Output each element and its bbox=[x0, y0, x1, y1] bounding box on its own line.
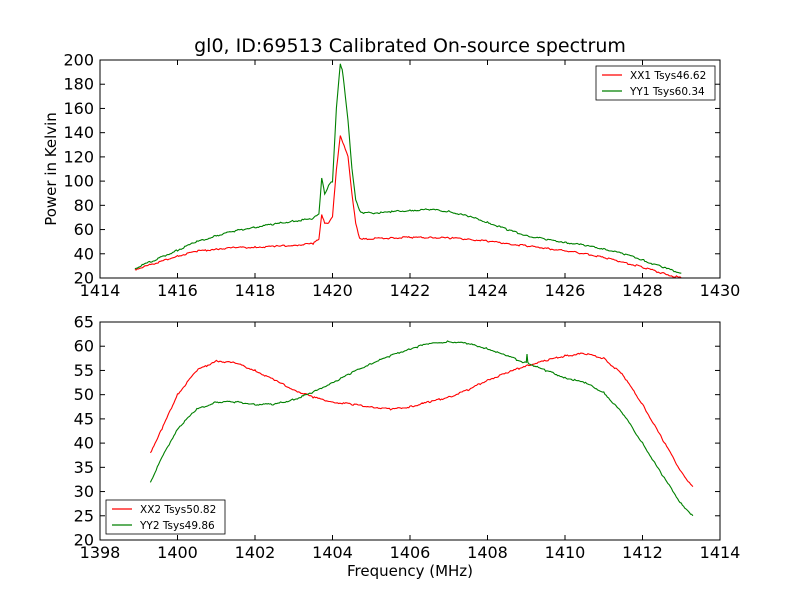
series-line-2 bbox=[149, 340, 694, 517]
chart-title: gl0, ID:69513 Calibrated On-source spect… bbox=[194, 35, 626, 57]
y-tick-label: 60 bbox=[74, 220, 94, 239]
chart-panel-2: 1398 1400 1402 1404 1406 1408 1410 1412 1414 20 25… bbox=[74, 313, 741, 581]
y-tick-label: 160 bbox=[63, 99, 94, 118]
x-tick-label: 1414 bbox=[700, 543, 741, 562]
chart-panel-1: 1414 1416 1418 1420 1422 1424 1426 1428 1430 20 40… bbox=[42, 35, 740, 300]
x-tick-label: 1404 bbox=[312, 543, 353, 562]
x-tick-label: 1430 bbox=[700, 281, 741, 300]
legend-entry: YY1 Tsys60.34 bbox=[629, 86, 705, 98]
x-tick-label: 1410 bbox=[545, 543, 586, 562]
x-axis-label: Frequency (MHz) bbox=[347, 562, 473, 580]
x-tick-label: 1398 bbox=[80, 543, 121, 562]
series-group bbox=[149, 340, 694, 517]
legend-entry: XX2 Tsys50.82 bbox=[140, 504, 216, 516]
x-tick-label: 1424 bbox=[467, 281, 508, 300]
y-tick-label: 140 bbox=[63, 123, 94, 142]
series-line-1 bbox=[149, 352, 694, 488]
y-tick-label: 60 bbox=[74, 337, 94, 356]
y-tick-label: 180 bbox=[63, 75, 94, 94]
legend: XX1 Tsys46.62 YY1 Tsys60.34 bbox=[595, 65, 716, 101]
y-tick-label: 100 bbox=[63, 172, 94, 191]
y-tick-label: 20 bbox=[74, 269, 94, 288]
legend-entry: YY2 Tsys49.86 bbox=[139, 520, 215, 532]
legend-box bbox=[105, 499, 226, 535]
y-tick-label: 200 bbox=[63, 51, 94, 70]
x-tick-label: 1414 bbox=[80, 281, 121, 300]
x-tick-label: 1428 bbox=[622, 281, 663, 300]
y-tick-label: 40 bbox=[74, 244, 94, 263]
x-tick-label: 1402 bbox=[235, 543, 276, 562]
y-tick-label: 80 bbox=[74, 196, 94, 215]
x-tick-label: 1408 bbox=[467, 543, 508, 562]
series-line-1 bbox=[134, 135, 682, 279]
y-axis-label: Power in Kelvin bbox=[42, 112, 60, 226]
x-tick-label: 1400 bbox=[157, 543, 198, 562]
x-tick-label: 1416 bbox=[157, 281, 198, 300]
x-tick-label: 1418 bbox=[235, 281, 276, 300]
x-tick-label: 1420 bbox=[312, 281, 353, 300]
y-tick-label: 65 bbox=[74, 313, 94, 332]
legend: XX2 Tsys50.82 YY2 Tsys49.86 bbox=[105, 499, 226, 535]
y-tick-label: 30 bbox=[74, 482, 94, 501]
y-tick-label: 45 bbox=[74, 409, 94, 428]
series-group bbox=[134, 63, 682, 279]
legend-entry: XX1 Tsys46.62 bbox=[630, 70, 706, 82]
y-tick-label: 35 bbox=[74, 458, 94, 477]
y-tick-label: 55 bbox=[74, 361, 94, 380]
y-tick-label: 120 bbox=[63, 147, 94, 166]
legend-box bbox=[595, 65, 716, 101]
y-tick-label: 25 bbox=[74, 506, 94, 525]
series-line-2 bbox=[134, 63, 682, 274]
x-tick-label: 1422 bbox=[390, 281, 431, 300]
y-tick-label: 20 bbox=[74, 531, 94, 550]
y-tick-label: 40 bbox=[74, 434, 94, 453]
x-tick-label: 1412 bbox=[622, 543, 663, 562]
x-tick-label: 1406 bbox=[390, 543, 431, 562]
x-tick-label: 1426 bbox=[545, 281, 586, 300]
y-tick-label: 50 bbox=[74, 385, 94, 404]
